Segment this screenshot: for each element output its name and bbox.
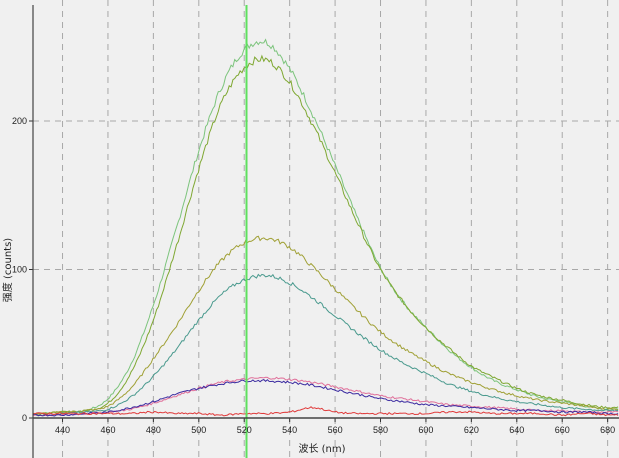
x-tick-label: 580 [373,425,388,435]
x-tick-label: 620 [464,425,479,435]
x-tick-label: 560 [328,425,343,435]
series-line-6 [32,379,619,417]
y-tick-label: 200 [12,116,27,126]
y-axis-label: 强度 (counts) [1,238,14,303]
series-line-5 [32,376,619,417]
y-tick-label: 100 [12,265,27,275]
x-tick-label: 660 [555,425,570,435]
series-line-1 [32,38,619,415]
x-tick-label: 600 [418,425,433,435]
y-tick-label: 0 [22,413,27,423]
x-tick-label: 520 [237,425,252,435]
x-tick-label: 500 [191,425,206,435]
series-line-3 [32,235,619,415]
x-tick-label: 440 [55,425,70,435]
x-tick-label: 680 [600,425,615,435]
series-line-2 [32,54,619,416]
x-tick-label: 480 [146,425,161,435]
x-tick-label: 540 [282,425,297,435]
x-axis-label: 波长 (nm) [298,442,345,455]
x-tick-label: 460 [100,425,115,435]
axes: 440 460 480 500 520 540 560 580 600 620 640 660 680 0… [12,5,619,458]
series-lines [32,5,619,458]
series-line-4 [32,273,619,417]
series-line-7 [32,406,619,417]
x-tick-label: 640 [509,425,524,435]
grid [33,0,619,458]
